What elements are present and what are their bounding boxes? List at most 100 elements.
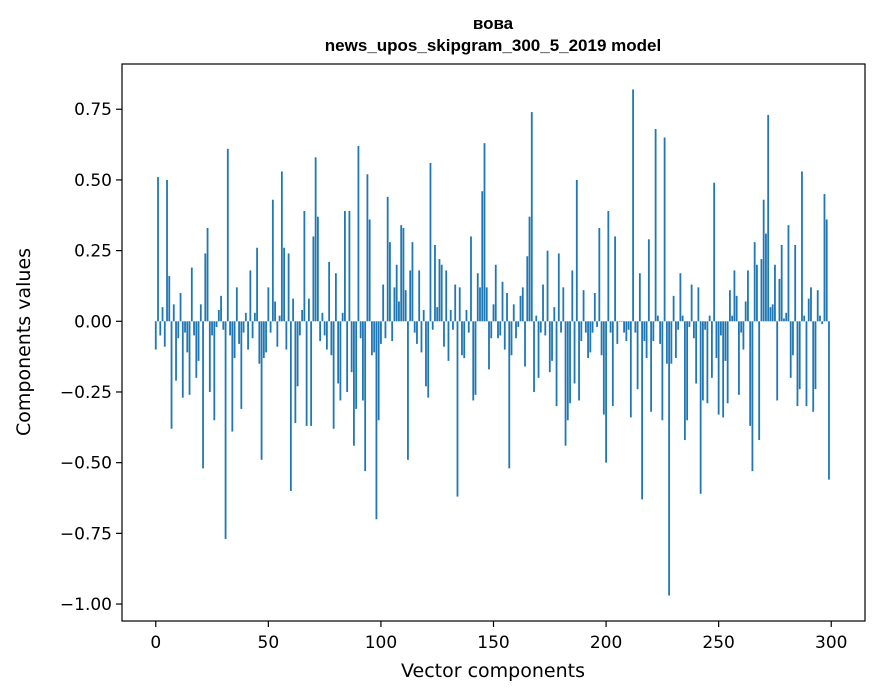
bar	[425, 321, 427, 387]
bar	[508, 321, 511, 469]
bar	[807, 298, 810, 322]
bar	[163, 321, 166, 347]
bar	[337, 321, 340, 384]
bar	[823, 194, 826, 322]
bar	[190, 267, 193, 322]
bar	[206, 227, 209, 322]
bar	[765, 233, 767, 322]
bar	[213, 321, 216, 421]
bar	[783, 318, 785, 322]
bar	[253, 312, 256, 322]
bar	[735, 295, 738, 322]
bar	[456, 321, 459, 497]
bar	[814, 321, 817, 390]
bar	[362, 321, 364, 401]
bar	[350, 321, 353, 373]
bar	[485, 287, 488, 322]
bar	[688, 321, 691, 327]
bar	[497, 321, 499, 339]
bar	[195, 321, 198, 378]
bar	[208, 321, 211, 392]
bar	[803, 315, 806, 322]
bar	[312, 236, 315, 322]
bar	[582, 290, 585, 322]
bar	[602, 321, 605, 415]
bar	[418, 270, 421, 322]
bar	[747, 270, 749, 322]
bar	[289, 321, 292, 491]
bar	[409, 270, 412, 322]
bar	[695, 321, 698, 384]
bar	[758, 321, 761, 441]
bar	[161, 307, 164, 322]
bar	[386, 196, 389, 322]
bar	[571, 270, 574, 322]
bar	[537, 321, 540, 378]
bar	[805, 321, 808, 407]
bar	[776, 321, 779, 401]
bar	[344, 211, 346, 322]
bar	[242, 321, 245, 333]
bar	[555, 321, 558, 407]
bar	[650, 321, 653, 412]
bar	[794, 244, 797, 322]
bar	[681, 315, 684, 322]
bar	[474, 321, 477, 395]
bar	[440, 264, 443, 322]
bar	[280, 171, 283, 322]
bar	[584, 321, 587, 333]
y-tick-label: 0.50	[74, 171, 112, 191]
bar	[744, 301, 747, 322]
bar	[197, 321, 200, 361]
bar	[542, 284, 544, 322]
bar	[521, 287, 524, 322]
bar	[596, 321, 598, 327]
bar	[416, 321, 418, 344]
bar	[711, 321, 713, 378]
bar	[298, 321, 301, 336]
bar	[353, 321, 355, 446]
bar	[769, 307, 772, 322]
bar	[328, 261, 331, 322]
bar	[422, 309, 425, 322]
bar	[524, 321, 526, 367]
bar	[181, 321, 184, 398]
bar	[431, 321, 434, 330]
bar	[170, 321, 173, 429]
bar	[447, 321, 450, 361]
bar	[812, 321, 815, 412]
bar	[265, 321, 267, 353]
bar	[792, 321, 794, 356]
bar	[452, 321, 454, 330]
bar	[204, 253, 207, 322]
bar	[172, 304, 175, 322]
bar	[544, 321, 547, 336]
y-tick-label: 0.25	[74, 242, 112, 262]
bar	[314, 157, 317, 322]
bar	[490, 321, 493, 339]
bar	[679, 273, 682, 322]
bar	[476, 273, 479, 322]
x-tick-label: 0	[150, 633, 161, 653]
bar	[494, 264, 497, 322]
bar	[402, 227, 405, 322]
x-axis-label: Vector components	[401, 660, 585, 682]
bar	[589, 321, 592, 353]
bar	[749, 321, 752, 426]
y-tick-label: −0.75	[60, 524, 112, 544]
bar	[553, 307, 556, 322]
bar	[217, 309, 220, 322]
bar	[339, 321, 342, 401]
bar	[683, 321, 686, 441]
bar	[535, 315, 538, 322]
bar	[179, 293, 182, 322]
bar	[251, 321, 254, 339]
bar	[774, 264, 776, 322]
bar	[267, 287, 270, 322]
bar	[618, 321, 621, 322]
bar	[276, 321, 279, 347]
bar	[801, 171, 803, 322]
bar	[199, 304, 202, 322]
bar	[742, 321, 745, 350]
x-tick-label: 250	[702, 633, 734, 653]
